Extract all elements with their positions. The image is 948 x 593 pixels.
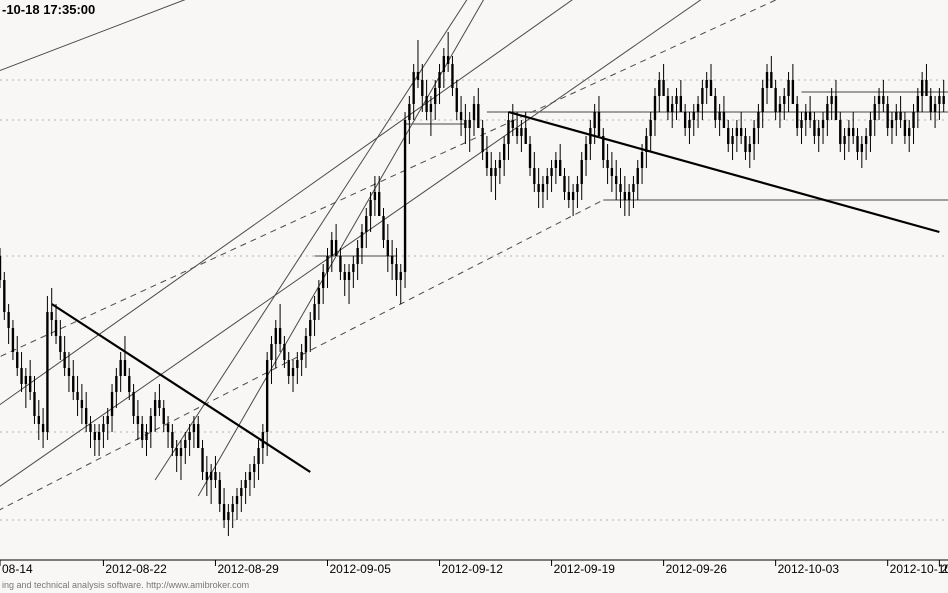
x-axis-tick-label: 2012-10-10 bbox=[890, 562, 948, 576]
x-axis-tick-label: 2012-10-03 bbox=[778, 562, 839, 576]
x-axis-tick-label: 2012-08-29 bbox=[217, 562, 278, 576]
x-axis-tick-label: 08-14 bbox=[2, 562, 33, 576]
candlestick-chart: { "meta": { "title_timestamp": "-10-18 1… bbox=[0, 0, 948, 593]
chart-title: -10-18 17:35:00 bbox=[2, 2, 95, 17]
x-axis-tick-label: 2012-09-26 bbox=[666, 562, 727, 576]
x-axis-tick-label: 2012-09-12 bbox=[442, 562, 503, 576]
footer-text: ing and technical analysis software. htt… bbox=[2, 580, 249, 590]
chart-canvas bbox=[0, 0, 948, 593]
x-axis-tick-label: 2012-09-05 bbox=[329, 562, 390, 576]
x-axis-tick-label: 2012-08-22 bbox=[105, 562, 166, 576]
x-axis-tick-label: 2012-09-19 bbox=[554, 562, 615, 576]
x-axis-tick-label: 201 bbox=[941, 562, 948, 576]
